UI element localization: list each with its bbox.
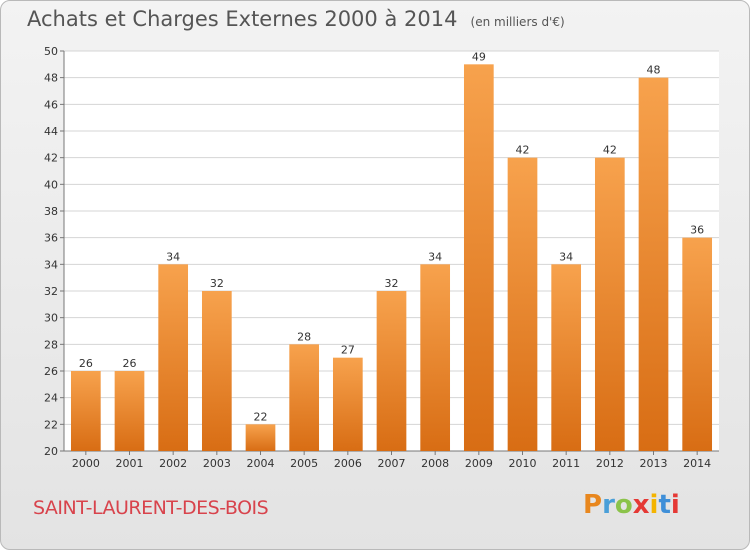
y-tick-label: 36 [44, 232, 58, 245]
y-tick-label: 28 [44, 338, 58, 351]
x-tick-label: 2013 [640, 457, 668, 470]
bar [594, 157, 625, 451]
bar-value-label: 36 [690, 224, 704, 237]
x-tick-label: 2007 [378, 457, 406, 470]
bar [201, 291, 232, 451]
bar-value-label: 34 [166, 250, 180, 263]
chart-subtitle: (en milliers d'€) [470, 15, 565, 29]
x-tick-label: 2008 [421, 457, 449, 470]
x-tick-label: 2001 [116, 457, 144, 470]
bar-value-label: 48 [647, 64, 661, 77]
logo-letter: i [670, 490, 680, 520]
logo-letter: o [614, 490, 633, 520]
y-tick-label: 40 [44, 178, 58, 191]
y-tick-label: 30 [44, 312, 58, 325]
bar [158, 264, 189, 451]
x-tick-label: 2009 [465, 457, 493, 470]
y-tick-label: 44 [44, 125, 58, 138]
bar-value-label: 27 [341, 344, 355, 357]
bar [289, 344, 320, 451]
x-tick-label: 2004 [247, 457, 275, 470]
bar-value-label: 22 [254, 410, 268, 423]
x-tick-label: 2011 [552, 457, 580, 470]
logo-letter: x [632, 490, 650, 520]
bar-value-label: 49 [472, 50, 486, 63]
logo-letter: i [649, 490, 659, 520]
bar-value-label: 32 [385, 277, 399, 290]
y-tick-label: 26 [44, 365, 58, 378]
y-tick-label: 34 [44, 258, 58, 271]
bar [682, 237, 713, 451]
bar [376, 291, 407, 451]
bar [70, 371, 101, 451]
bar-value-label: 32 [210, 277, 224, 290]
chart-title: Achats et Charges Externes 2000 à 2014 [27, 7, 458, 31]
bar [332, 357, 363, 451]
logo-letter: t [658, 490, 671, 520]
y-tick-label: 48 [44, 72, 58, 85]
y-tick-label: 46 [44, 98, 58, 111]
bar-value-label: 42 [603, 144, 617, 157]
x-tick-label: 2000 [72, 457, 100, 470]
commune-name: SAINT-LAURENT-DES-BOIS [33, 497, 269, 519]
y-tick-label: 38 [44, 205, 58, 218]
bar-value-label: 34 [559, 250, 573, 263]
bar [507, 157, 538, 451]
logo-letter: P [583, 490, 603, 520]
y-tick-label: 22 [44, 418, 58, 431]
bar [638, 77, 669, 452]
chart-title-block: Achats et Charges Externes 2000 à 2014 (… [27, 7, 565, 31]
bar-value-label: 34 [428, 250, 442, 263]
bar [463, 64, 494, 452]
x-tick-label: 2002 [159, 457, 187, 470]
bar [551, 264, 582, 451]
bar [245, 424, 276, 451]
y-tick-label: 24 [44, 392, 58, 405]
y-tick-label: 32 [44, 285, 58, 298]
x-tick-label: 2010 [509, 457, 537, 470]
x-tick-label: 2012 [596, 457, 624, 470]
y-tick-label: 42 [44, 152, 58, 165]
bar-value-label: 42 [516, 144, 530, 157]
bar [420, 264, 451, 451]
bar-value-label: 26 [123, 357, 137, 370]
proxiti-logo[interactable]: Proxiti [583, 490, 680, 520]
bar-value-label: 28 [297, 330, 311, 343]
logo-letter: r [602, 490, 615, 520]
x-tick-label: 2003 [203, 457, 231, 470]
x-tick-label: 2006 [334, 457, 362, 470]
x-tick-label: 2014 [683, 457, 711, 470]
bar [114, 371, 145, 451]
y-tick-label: 50 [44, 45, 58, 58]
x-tick-label: 2005 [290, 457, 318, 470]
bar-value-label: 26 [79, 357, 93, 370]
y-tick-label: 20 [44, 445, 58, 458]
